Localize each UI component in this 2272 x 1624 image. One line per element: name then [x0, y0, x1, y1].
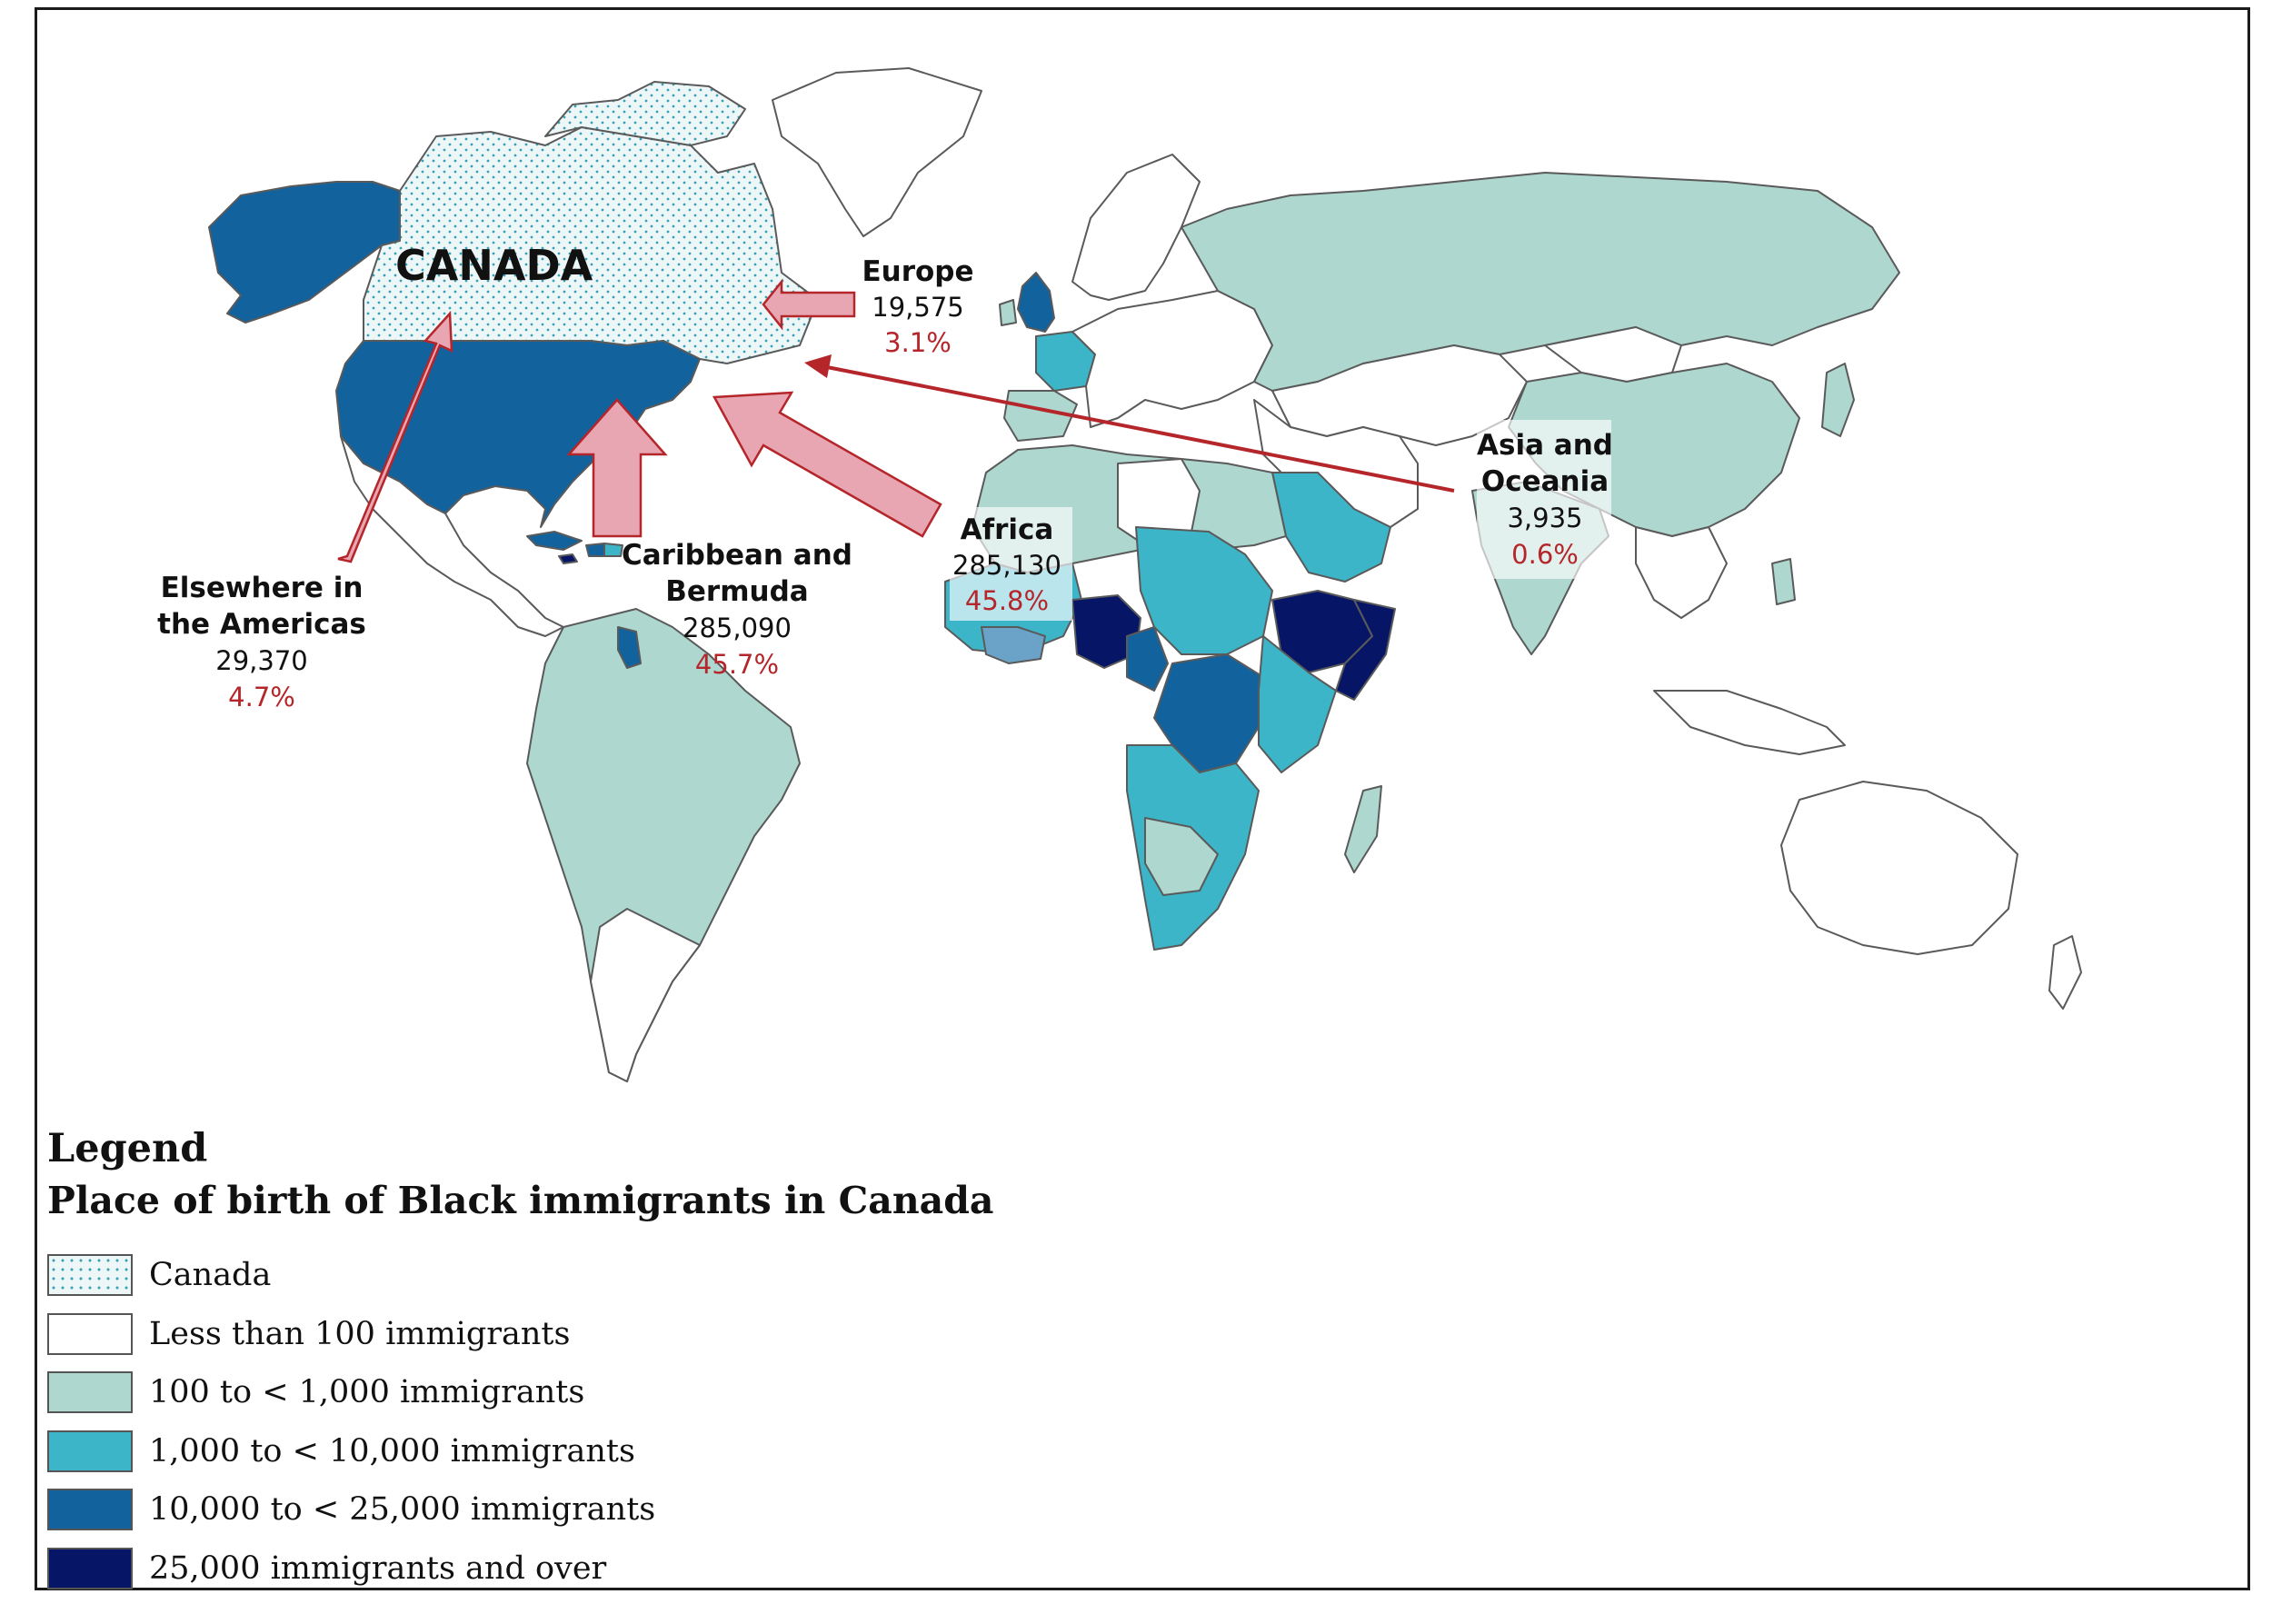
jamaica-shape	[558, 553, 578, 564]
legend-label: Less than 100 immigrants	[149, 1315, 571, 1352]
legend-title: Legend	[47, 1126, 208, 1171]
somalia-shape	[1335, 599, 1396, 701]
svg-text:Elsewhere in: Elsewhere in	[161, 572, 364, 604]
svg-text:29,370: 29,370	[215, 645, 307, 676]
svg-text:4.7%: 4.7%	[228, 682, 295, 712]
europe-label: Europe 19,575 3.1%	[862, 255, 973, 358]
svg-text:285,130: 285,130	[952, 550, 1061, 581]
philippines-shape	[1771, 558, 1796, 605]
elsewhere-americas-label: Elsewhere in the Americas 29,370 4.7%	[157, 572, 366, 712]
legend-swatch-25000-plus	[47, 1547, 133, 1589]
caribbean-bermuda-label: Caribbean and Bermuda 285,090 45.7%	[622, 539, 852, 680]
legend-item-1000-10000: 1,000 to < 10,000 immigrants	[47, 1422, 1138, 1481]
southeast-asia-shape	[1635, 526, 1728, 619]
africa-label: Africa 285,130 45.8%	[950, 507, 1072, 621]
japan-shape	[1821, 363, 1855, 437]
legend: Legend Place of birth of Black immigrant…	[47, 1122, 1138, 1598]
svg-text:0.6%: 0.6%	[1511, 539, 1579, 570]
svg-text:Caribbean and: Caribbean and	[622, 539, 852, 572]
legend-label: 1,000 to < 10,000 immigrants	[149, 1432, 635, 1470]
legend-swatch-1000-10000	[47, 1430, 133, 1472]
madagascar-shape	[1344, 785, 1382, 873]
europe-arrow	[762, 278, 856, 331]
legend-item-canada: Canada	[47, 1246, 1138, 1305]
southern-cone-shape	[590, 908, 701, 1082]
greenland-shape	[772, 67, 982, 237]
asia-oceania-arrow	[804, 354, 1455, 493]
africa-arrow	[712, 391, 942, 538]
svg-text:45.8%: 45.8%	[965, 585, 1049, 616]
legend-item-10000-25000: 10,000 to < 25,000 immigrants	[47, 1480, 1138, 1539]
svg-text:19,575: 19,575	[872, 292, 963, 323]
iberia-shape	[1003, 390, 1078, 442]
svg-text:the Americas: the Americas	[157, 608, 366, 641]
new-zealand-shape	[2048, 935, 2082, 1010]
alaska-shape	[208, 181, 401, 324]
legend-item-100-1000: 100 to < 1,000 immigrants	[47, 1363, 1138, 1422]
legend-subtitle: Place of birth of Black immigrants in Ca…	[47, 1179, 994, 1222]
ireland-shape	[999, 299, 1017, 326]
svg-text:3,935: 3,935	[1507, 503, 1582, 533]
svg-text:45.7%: 45.7%	[695, 649, 779, 680]
svg-text:3.1%: 3.1%	[884, 327, 952, 358]
legend-item-lt100: Less than 100 immigrants	[47, 1305, 1138, 1364]
cameroon-shape	[1126, 626, 1169, 692]
russia-shape	[1181, 172, 1900, 392]
americas-arrow	[337, 310, 453, 563]
legend-label: Canada	[149, 1257, 272, 1294]
asia-oceania-label: Asia and Oceania 3,935 0.6%	[1477, 420, 1613, 579]
svg-text:Oceania: Oceania	[1481, 465, 1609, 498]
europe-continent-shape	[1071, 290, 1273, 428]
hispaniola-east-shape	[603, 543, 623, 557]
legend-label: 25,000 immigrants and over	[149, 1549, 607, 1587]
legend-label: 10,000 to < 25,000 immigrants	[149, 1491, 656, 1529]
haiti-shape	[585, 543, 605, 557]
east-africa-shape	[1258, 635, 1337, 773]
svg-text:Africa: Africa	[961, 513, 1054, 546]
indonesia-shape	[1653, 690, 1846, 755]
svg-text:Europe: Europe	[862, 255, 973, 288]
svg-text:285,090: 285,090	[683, 613, 792, 643]
canada-arctic-islands-shape	[544, 81, 746, 146]
legend-label: 100 to < 1,000 immigrants	[149, 1374, 585, 1411]
australia-shape	[1780, 781, 2018, 955]
legend-swatch-canada	[47, 1254, 133, 1297]
cuba-shape	[526, 531, 583, 551]
saudi-arabia-shape	[1271, 472, 1391, 583]
south-america-shape	[526, 608, 801, 1082]
svg-text:Bermuda: Bermuda	[665, 575, 808, 608]
central-africa-shape	[1135, 526, 1273, 655]
namibia-botswana-shape	[1144, 817, 1219, 896]
caribbean-arrow	[566, 398, 668, 538]
legend-swatch-100-1000	[47, 1371, 133, 1414]
canada-shape	[363, 126, 819, 364]
legend-item-25000-plus: 25,000 immigrants and over	[47, 1539, 1138, 1599]
guyana-shape	[617, 626, 642, 669]
legend-swatch-lt100	[47, 1312, 133, 1355]
map-frame	[35, 7, 2250, 1590]
svg-text:Asia and: Asia and	[1477, 429, 1613, 462]
uk-shape	[1017, 272, 1055, 333]
legend-swatch-10000-25000	[47, 1489, 133, 1531]
west-africa-coast-shape	[981, 626, 1046, 664]
canada-label: CANADA	[395, 241, 593, 290]
